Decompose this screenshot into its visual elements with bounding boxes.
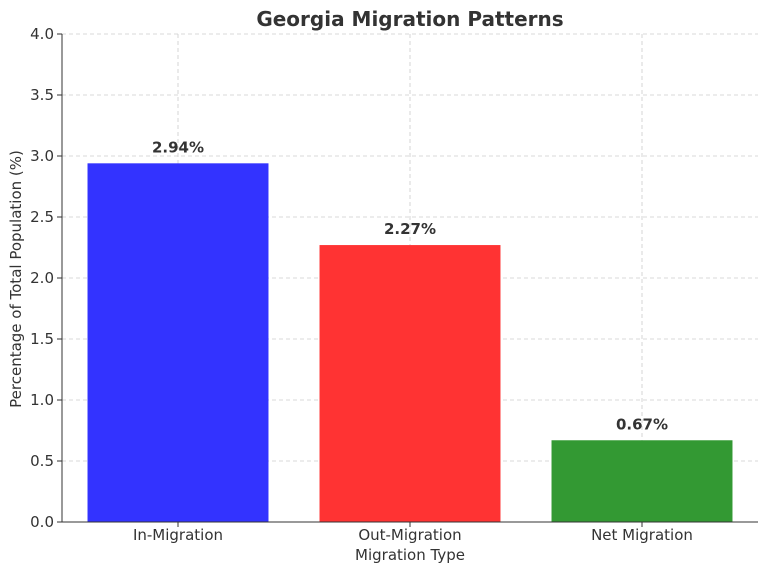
x-tick-label: In-Migration [133, 526, 223, 544]
y-tick-label: 0.5 [30, 452, 54, 470]
y-tick-label: 2.0 [30, 269, 54, 287]
bar-value-label: 2.94% [152, 138, 204, 156]
y-tick-label: 2.5 [30, 208, 54, 226]
x-axis-ticks: In-Migration Out-Migration Net Migration [133, 522, 693, 544]
bar [551, 440, 733, 522]
x-axis-label: Migration Type [355, 546, 465, 564]
y-tick-label: 3.5 [30, 86, 54, 104]
bar-value-label: 0.67% [616, 415, 668, 433]
y-tick-label: 4.0 [30, 25, 54, 43]
y-tick-label: 3.0 [30, 147, 54, 165]
bar [87, 163, 269, 522]
bar-value-label: 2.27% [384, 220, 436, 238]
y-tick-label: 1.0 [30, 391, 54, 409]
y-tick-label: 1.5 [30, 330, 54, 348]
data-labels: 2.94% 2.27% 0.67% [152, 138, 668, 433]
x-tick-label: Net Migration [591, 526, 693, 544]
y-axis-label: Percentage of Total Population (%) [7, 150, 25, 408]
bar [319, 245, 501, 522]
chart-title: Georgia Migration Patterns [256, 7, 563, 31]
bars [87, 163, 733, 522]
x-tick-label: Out-Migration [358, 526, 461, 544]
y-axis-ticks: 0.0 0.5 1.0 1.5 2.0 2.5 3.0 3.5 4.0 [30, 25, 62, 531]
y-tick-label: 0.0 [30, 513, 54, 531]
